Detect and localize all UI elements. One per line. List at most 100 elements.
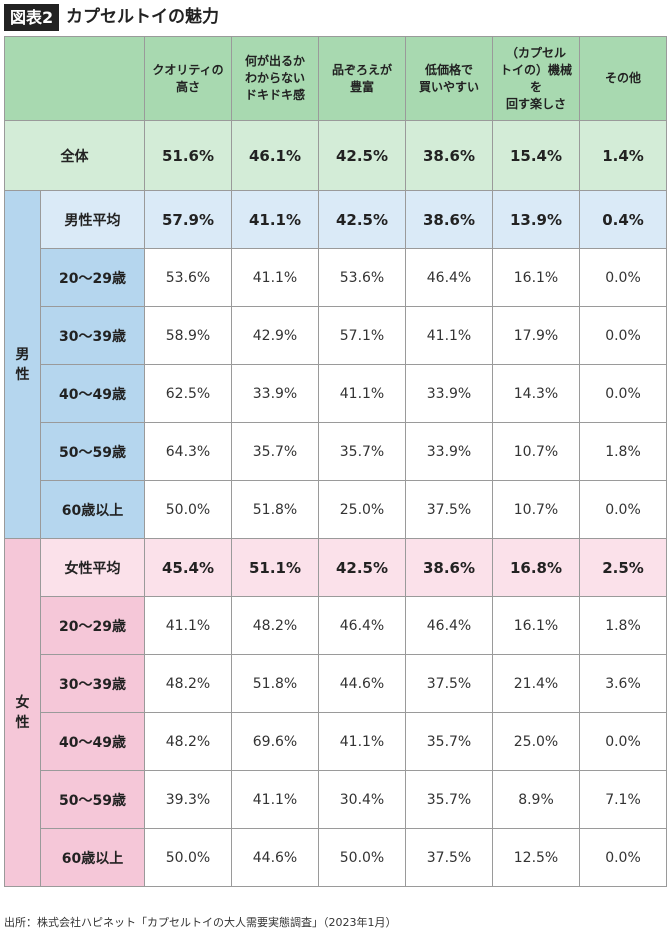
value-cell: 0.0%: [579, 828, 667, 887]
value-cell: 0.0%: [579, 248, 667, 307]
value-cell: 58.9%: [144, 306, 232, 365]
value-cell: 69.6%: [231, 712, 319, 771]
column-header-line: 回す楽しさ: [505, 96, 566, 111]
value-cell: 25.0%: [318, 480, 406, 539]
total-value-cell: 42.5%: [318, 120, 406, 191]
row-label: 女性平均: [40, 538, 145, 597]
value-cell: 50.0%: [144, 480, 232, 539]
value-cell: 51.1%: [231, 538, 319, 597]
column-header-line: 品ぞろえが: [331, 62, 392, 77]
table-row: 60歳以上 50.0% 51.8% 25.0% 37.5% 10.7% 0.0%: [5, 480, 667, 539]
table-row: 50〜59歳 39.3% 41.1% 30.4% 35.7% 8.9% 7.1%: [5, 770, 667, 829]
value-cell: 57.9%: [144, 190, 232, 249]
value-cell: 44.6%: [318, 654, 406, 713]
value-cell: 33.9%: [231, 364, 319, 423]
column-header-line: クオリティの: [152, 62, 224, 77]
value-cell: 46.4%: [405, 596, 493, 655]
table-row: 40〜49歳 48.2% 69.6% 41.1% 35.7% 25.0% 0.0%: [5, 712, 667, 771]
column-header-line: その他: [604, 71, 641, 85]
value-cell: 37.5%: [405, 828, 493, 887]
value-cell: 42.9%: [231, 306, 319, 365]
value-cell: 35.7%: [405, 770, 493, 829]
average-row: 女性女性平均 45.4% 51.1% 42.5% 38.6% 16.8% 2.5%: [4, 538, 667, 887]
column-header: （カプセル トイの）機械を 回す楽しさ: [492, 36, 580, 121]
column-header-line: 買いやすい: [418, 79, 479, 94]
value-cell: 0.4%: [579, 190, 667, 249]
value-cell: 45.4%: [144, 538, 232, 597]
row-label: 30〜39歳: [40, 306, 145, 365]
row-label: 20〜29歳: [40, 596, 145, 655]
value-cell: 33.9%: [405, 422, 493, 481]
row-label: 30〜39歳: [40, 654, 145, 713]
row-label: 50〜59歳: [40, 770, 145, 829]
value-cell: 35.7%: [231, 422, 319, 481]
value-cell: 8.9%: [492, 770, 580, 829]
group-label-char: 男: [15, 346, 30, 363]
table-row: 30〜39歳 58.9% 42.9% 57.1% 41.1% 17.9% 0.0%: [5, 306, 667, 365]
value-cell: 16.1%: [492, 596, 580, 655]
total-row: 全体 51.6% 46.1% 42.5% 38.6% 15.4% 1.4%: [4, 120, 667, 191]
row-label: 50〜59歳: [40, 422, 145, 481]
table-row: 20〜29歳 41.1% 48.2% 46.4% 46.4% 16.1% 1.8%: [5, 596, 667, 655]
value-cell: 48.2%: [144, 654, 232, 713]
value-cell: 17.9%: [492, 306, 580, 365]
group-label-male: 男性: [4, 190, 41, 539]
row-label: 60歳以上: [40, 480, 145, 539]
table-body: 全体 51.6% 46.1% 42.5% 38.6% 15.4% 1.4% 男性男性平均 5…: [4, 120, 667, 887]
value-cell: 41.1%: [231, 248, 319, 307]
value-cell: 62.5%: [144, 364, 232, 423]
value-cell: 41.1%: [231, 770, 319, 829]
total-value-cell: 1.4%: [579, 120, 667, 191]
table-row: 20〜29歳 53.6% 41.1% 53.6% 46.4% 16.1% 0.0%: [5, 248, 667, 307]
value-cell: 0.0%: [579, 364, 667, 423]
value-cell: 46.4%: [405, 248, 493, 307]
value-cell: 2.5%: [579, 538, 667, 597]
row-label: 60歳以上: [40, 828, 145, 887]
value-cell: 7.1%: [579, 770, 667, 829]
value-cell: 48.2%: [144, 712, 232, 771]
value-cell: 44.6%: [231, 828, 319, 887]
value-cell: 25.0%: [492, 712, 580, 771]
row-label: 40〜49歳: [40, 364, 145, 423]
value-cell: 41.1%: [144, 596, 232, 655]
value-cell: 41.1%: [318, 712, 406, 771]
value-cell: 41.1%: [405, 306, 493, 365]
value-cell: 10.7%: [492, 480, 580, 539]
value-cell: 42.5%: [318, 190, 406, 249]
value-cell: 13.9%: [492, 190, 580, 249]
value-cell: 50.0%: [318, 828, 406, 887]
value-cell: 35.7%: [405, 712, 493, 771]
average-row: 男性男性平均 57.9% 41.1% 42.5% 38.6% 13.9% 0.4%: [4, 190, 667, 539]
value-cell: 35.7%: [318, 422, 406, 481]
column-header-line: 豊富: [349, 79, 374, 94]
column-header-line: わからない: [244, 71, 305, 85]
value-cell: 50.0%: [144, 828, 232, 887]
column-header: 品ぞろえが 豊富: [318, 36, 406, 121]
corner-cell: [4, 36, 145, 121]
value-cell: 1.8%: [579, 596, 667, 655]
group-label-char: 性: [15, 366, 30, 383]
total-value-cell: 38.6%: [405, 120, 493, 191]
value-cell: 38.6%: [405, 190, 493, 249]
value-cell: 12.5%: [492, 828, 580, 887]
row-label: 40〜49歳: [40, 712, 145, 771]
group-label-char: 性: [15, 714, 30, 731]
value-cell: 37.5%: [405, 654, 493, 713]
total-value-cell: 15.4%: [492, 120, 580, 191]
value-cell: 57.1%: [318, 306, 406, 365]
value-cell: 64.3%: [144, 422, 232, 481]
value-cell: 41.1%: [231, 190, 319, 249]
column-header: 何が出るかわからないドキドキ感: [231, 36, 319, 121]
value-cell: 1.8%: [579, 422, 667, 481]
value-cell: 21.4%: [492, 654, 580, 713]
value-cell: 42.5%: [318, 538, 406, 597]
column-header-line: ドキドキ感: [244, 88, 305, 102]
column-header-line: 高さ: [175, 79, 200, 94]
column-header-line: 何が出るか: [244, 54, 305, 68]
value-cell: 30.4%: [318, 770, 406, 829]
value-cell: 37.5%: [405, 480, 493, 539]
value-cell: 53.6%: [318, 248, 406, 307]
value-cell: 51.8%: [231, 654, 319, 713]
value-cell: 0.0%: [579, 306, 667, 365]
total-value-cell: 46.1%: [231, 120, 319, 191]
